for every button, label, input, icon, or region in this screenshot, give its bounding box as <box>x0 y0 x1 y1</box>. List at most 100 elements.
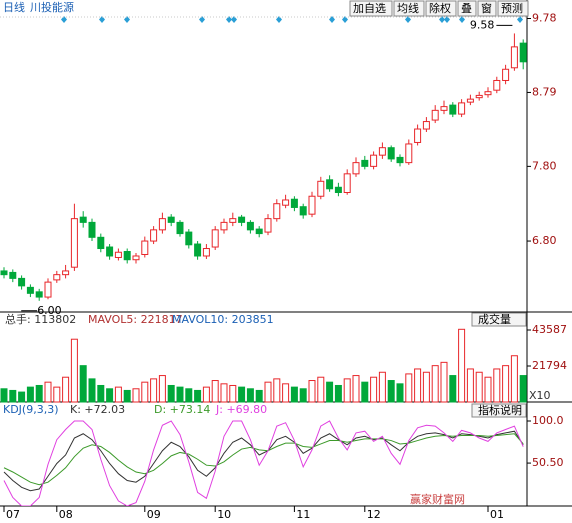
event-marker <box>439 16 445 23</box>
candle-body <box>308 195 316 215</box>
volume-bar <box>132 388 140 403</box>
indicator-help-text[interactable]: 指标说明 <box>478 403 522 417</box>
candle-body <box>176 221 184 235</box>
candle-body <box>18 277 26 287</box>
volume-bar <box>378 371 386 403</box>
candle-body <box>0 270 8 276</box>
volume-bar <box>44 381 52 403</box>
candle-body <box>361 159 369 167</box>
candle-body <box>458 102 466 115</box>
volume-bar <box>449 375 457 403</box>
volume-bar <box>484 376 492 403</box>
candle-body <box>343 173 351 194</box>
indicator-help[interactable] <box>471 403 527 418</box>
volume-bar <box>167 384 175 403</box>
candle-body <box>396 156 404 164</box>
y-tick-label: 9.78 <box>532 11 557 24</box>
candle-body <box>519 42 527 63</box>
volume-bar <box>326 381 334 403</box>
candle-body <box>510 46 518 69</box>
volume-bar <box>211 380 219 403</box>
volume-bar <box>431 365 439 403</box>
candle-body <box>484 91 492 96</box>
volume-bar <box>299 388 307 403</box>
volume-legend: 总手: 113802 <box>5 312 76 326</box>
candle-body <box>255 228 263 235</box>
toolbar-button[interactable] <box>393 0 425 17</box>
candle-body <box>97 236 105 250</box>
volume-bar <box>238 386 246 403</box>
candle-body <box>422 121 430 130</box>
volume-bar <box>0 388 8 403</box>
event-marker <box>342 16 348 23</box>
candle-body <box>53 274 61 281</box>
toolbar-button[interactable] <box>457 0 477 17</box>
volume-bar <box>396 383 404 403</box>
candle-body <box>238 216 246 223</box>
volume-selector[interactable] <box>471 312 527 327</box>
event-marker <box>444 16 450 23</box>
volume-bar <box>176 386 184 403</box>
event-marker <box>99 16 105 23</box>
candle-body <box>466 98 474 103</box>
toolbar-button-text[interactable]: 加自选 <box>353 2 386 15</box>
candle-body <box>114 251 122 258</box>
candle-body <box>185 231 193 246</box>
candle-body <box>141 240 149 255</box>
volume-bar <box>9 389 17 403</box>
volume-bar <box>114 386 122 403</box>
y-tick-label: 8.79 <box>532 85 557 98</box>
candle-body <box>26 286 34 294</box>
kdj-legend: D: +73.14 <box>154 403 210 416</box>
volume-bar <box>53 386 61 403</box>
event-marker <box>61 16 67 23</box>
toolbar-button[interactable] <box>425 0 457 17</box>
toolbar-button[interactable] <box>349 0 393 17</box>
y-tick-label: 43587 <box>532 323 567 336</box>
candle-body <box>79 216 87 223</box>
unit-label: X10 <box>529 389 551 402</box>
y-tick-label: 6.80 <box>532 234 557 247</box>
kdj-legend: K: +72.03 <box>70 403 125 416</box>
candle-body <box>44 281 52 298</box>
toolbar-button-text[interactable]: 叠 <box>461 2 472 15</box>
x-tick-label: 12 <box>367 508 381 521</box>
event-marker <box>276 16 282 23</box>
kdj-lines <box>3 420 524 506</box>
candle-body <box>431 109 439 121</box>
period-label: 日线 <box>3 0 25 14</box>
x-tick-label: 07 <box>6 508 20 521</box>
toolbar-button-text[interactable]: 除权 <box>429 1 451 15</box>
annotation: 6.00 <box>37 304 62 317</box>
volume-bar <box>141 381 149 403</box>
volume-bar <box>150 378 158 403</box>
candle-body <box>405 143 413 164</box>
candle-body <box>167 216 175 223</box>
candle-body <box>326 179 334 190</box>
volume-bar <box>106 388 114 403</box>
candle-body <box>334 186 342 194</box>
toolbar-button-text[interactable]: 预测 <box>501 2 523 15</box>
event-marker <box>405 16 411 23</box>
volume-bar <box>70 338 78 403</box>
event-marker <box>124 16 130 23</box>
toolbar-button-text[interactable]: 均线 <box>397 1 419 15</box>
volume-bar <box>62 376 70 403</box>
x-tick-label: 08 <box>59 508 73 521</box>
candle-body <box>70 218 78 268</box>
candle-body <box>378 147 386 156</box>
x-tick-label: 09 <box>147 508 161 521</box>
volume-selector-text[interactable]: 成交量 <box>478 312 511 326</box>
kdj-line <box>3 433 524 486</box>
toolbar-button[interactable] <box>477 0 497 17</box>
event-marker <box>459 16 465 23</box>
candle-body <box>106 246 114 257</box>
event-marker <box>231 16 237 23</box>
candle-body <box>352 162 360 175</box>
toolbar-button-text[interactable]: 窗 <box>481 1 492 15</box>
toolbar-button[interactable] <box>497 0 529 17</box>
y-tick-label: 21794 <box>532 359 567 372</box>
candle-body <box>62 270 70 276</box>
event-marker <box>226 16 232 23</box>
